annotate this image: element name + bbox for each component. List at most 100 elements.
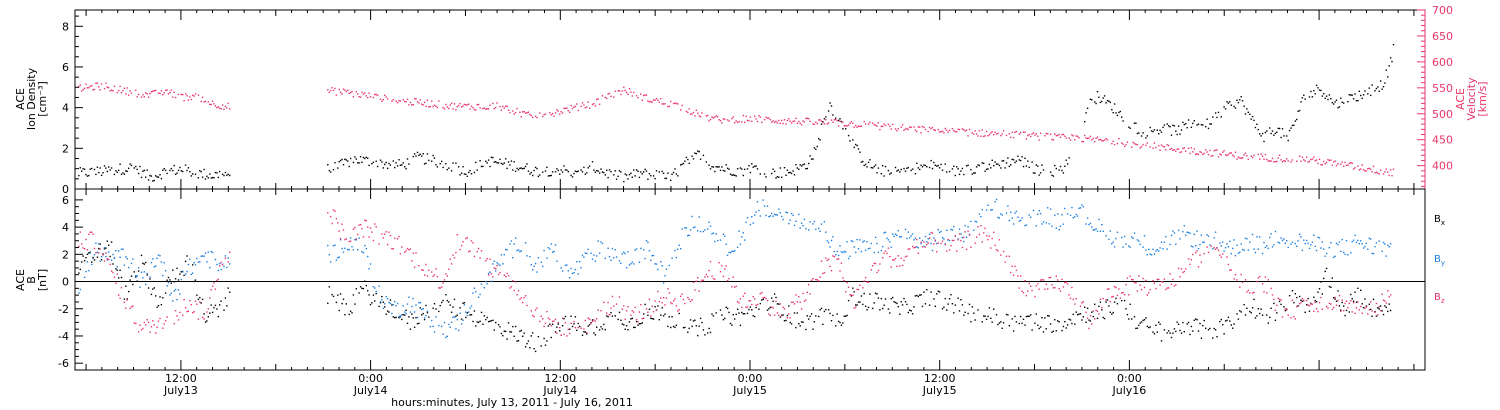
bx-point: [983, 315, 985, 317]
ion-density-point: [519, 167, 521, 169]
velocity-point: [448, 107, 450, 110]
bz-point: [109, 263, 111, 266]
ion-density-point: [1301, 97, 1304, 99]
by-point: [184, 273, 187, 275]
velocity-point: [1092, 137, 1094, 140]
by-point: [344, 247, 346, 249]
bz-point: [345, 238, 347, 240]
bx-point: [412, 317, 414, 319]
velocity-point: [803, 121, 806, 123]
velocity-point: [1002, 130, 1005, 132]
ion-density-point: [1320, 89, 1322, 92]
by-point: [1357, 239, 1359, 242]
velocity-point: [724, 118, 726, 120]
velocity-point: [931, 126, 934, 129]
bx-point: [348, 313, 350, 316]
velocity-point: [93, 88, 96, 91]
ion-density-point: [442, 166, 444, 169]
velocity-point: [348, 92, 350, 94]
ion-density-point: [835, 117, 837, 119]
ion-density-point: [172, 169, 174, 172]
bx-point: [125, 285, 127, 287]
bx-point: [489, 320, 491, 322]
ion-density-point: [702, 154, 705, 157]
ion-density-point: [468, 171, 470, 174]
bx-point: [654, 306, 656, 308]
ion-density-point: [1173, 125, 1176, 127]
velocity-point: [630, 91, 632, 93]
ion-density-point: [576, 171, 578, 173]
bz-point: [790, 301, 793, 304]
velocity-point: [1365, 170, 1368, 172]
by-point: [1298, 233, 1301, 235]
bx-point: [606, 315, 608, 317]
velocity-point: [775, 120, 777, 123]
bx-point: [543, 337, 545, 340]
bz-point: [512, 280, 514, 282]
by-point: [429, 325, 431, 328]
bx-point: [1257, 308, 1259, 310]
by-point: [765, 214, 767, 217]
velocity-point: [1123, 145, 1126, 148]
by-point: [415, 304, 417, 306]
bx-point: [1064, 321, 1066, 323]
ion-density-point: [617, 175, 619, 177]
by-point: [1078, 207, 1080, 209]
velocity-point: [155, 89, 157, 92]
bx-point: [960, 299, 962, 301]
bz-point: [344, 238, 346, 241]
bz-point: [554, 318, 557, 321]
bx-point: [534, 350, 537, 353]
bz-point: [1249, 292, 1251, 294]
by-point: [936, 242, 938, 245]
ion-density-point: [998, 164, 1001, 167]
by-point: [579, 260, 581, 263]
by-point: [958, 228, 961, 230]
ion-density-point: [206, 175, 208, 177]
ion-density-point: [116, 171, 118, 173]
by-point: [1096, 230, 1099, 232]
ion-density-point: [725, 164, 727, 166]
velocity-point: [369, 96, 372, 98]
ion-density-point: [675, 173, 678, 175]
bz-point: [524, 295, 527, 297]
bx-point: [627, 329, 629, 331]
by-point: [909, 237, 911, 239]
ion-density-point: [1202, 124, 1204, 126]
velocity-point: [734, 122, 736, 124]
ion-density-point: [1300, 101, 1302, 103]
by-point: [714, 240, 716, 243]
bz-point: [422, 269, 424, 271]
by-point: [598, 252, 601, 254]
by-point: [911, 233, 914, 235]
bx-point: [752, 315, 754, 317]
velocity-point: [1106, 139, 1109, 141]
bx-point: [623, 324, 625, 326]
bx-point: [1270, 307, 1272, 309]
ion-density-point: [588, 165, 591, 167]
bz-point: [462, 241, 464, 243]
bz-point: [936, 251, 938, 253]
velocity-point: [1057, 134, 1059, 137]
by-point: [651, 255, 653, 257]
bx-point: [462, 302, 464, 304]
ion-density-point: [640, 171, 642, 173]
velocity-point: [561, 112, 564, 114]
bx-point: [1318, 288, 1321, 290]
velocity-point: [180, 93, 182, 96]
bx-point: [392, 316, 394, 318]
velocity-point: [660, 98, 662, 100]
bx-point: [157, 304, 160, 307]
bx-point: [664, 313, 666, 315]
velocity-point: [1389, 169, 1392, 171]
by-point: [372, 286, 375, 288]
velocity-point: [91, 85, 93, 87]
bx-point: [822, 323, 824, 326]
bx-point: [226, 305, 228, 307]
bz-point: [150, 326, 153, 328]
bx-point: [423, 318, 426, 321]
by-point: [628, 264, 631, 266]
velocity-point: [567, 110, 569, 112]
by-point: [615, 256, 618, 258]
velocity-point: [544, 113, 547, 115]
